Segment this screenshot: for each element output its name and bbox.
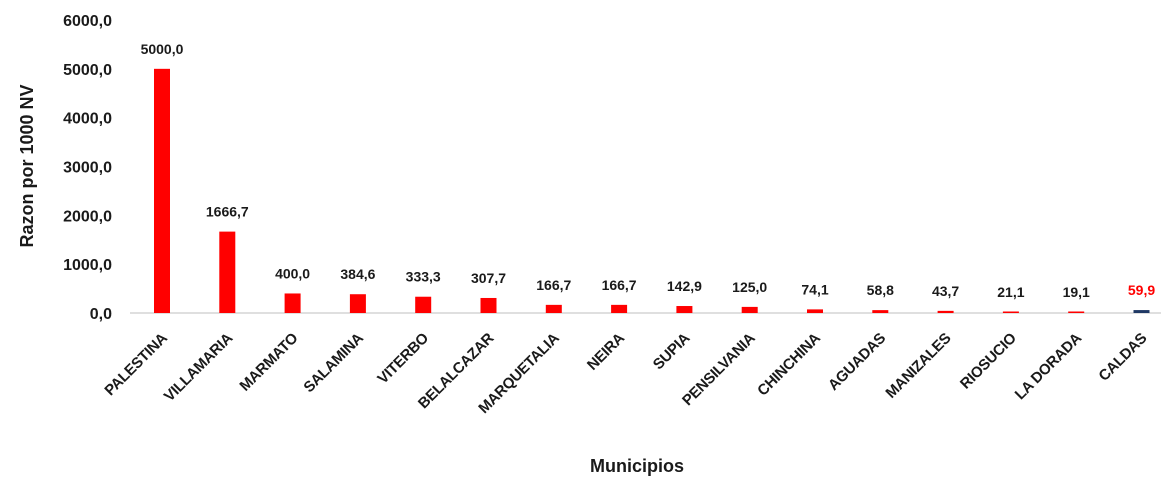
bar-supia (676, 306, 693, 313)
bar-neira (611, 304, 628, 313)
category-label: SALAMINA (300, 329, 367, 396)
data-label: 166,7 (536, 277, 571, 293)
bar-villamaria (219, 231, 236, 313)
category-label: MARMATO (236, 329, 301, 394)
data-label: 307,7 (471, 270, 506, 286)
data-label: 166,7 (602, 277, 637, 293)
bars (154, 68, 1150, 313)
bar-pensilvania (741, 306, 758, 313)
data-label: 1666,7 (206, 204, 249, 220)
y-tick-labels: 0,0 1000,0 2000,0 3000,0 4000,0 5000,0 6000,0 (63, 13, 112, 323)
bar-caldas (1133, 310, 1150, 313)
category-label: CHINCHINA (754, 329, 824, 399)
data-label: 333,3 (406, 269, 441, 285)
y-tick-label: 3000,0 (63, 160, 112, 177)
category-label: RIOSUCIO (957, 329, 1020, 392)
category-label: CALDAS (1095, 330, 1150, 385)
category-label: VILLAMARIA (161, 329, 237, 405)
data-label: 400,0 (275, 265, 310, 281)
data-label: 58,8 (867, 282, 894, 298)
data-label: 21,1 (997, 284, 1024, 300)
bar-la-dorada (1068, 311, 1085, 313)
data-label: 384,6 (340, 266, 375, 282)
y-tick-label: 0,0 (90, 306, 112, 323)
x-axis-title: Municipios (590, 456, 684, 476)
data-label: 142,9 (667, 278, 702, 294)
data-labels: 5000,0 1666,7 400,0 384,6 333,3 307,7 166,7 166… (141, 41, 1156, 300)
bar-aguadas (872, 310, 889, 313)
bar-chinchina (807, 309, 823, 313)
category-label: MANIZALES (882, 330, 954, 402)
y-tick-label: 1000,0 (63, 257, 112, 274)
bar-salamina (349, 294, 366, 313)
bar-belalcazar (480, 297, 497, 313)
data-label: 43,7 (932, 283, 959, 299)
bar-viterbo (415, 296, 432, 313)
bar-marmato (284, 293, 301, 313)
data-label: 59,9 (1128, 282, 1155, 298)
category-label: SUPIA (650, 329, 694, 373)
data-label: 125,0 (732, 279, 767, 295)
bar-riosucio (1002, 311, 1019, 313)
category-label: VITERBO (374, 329, 432, 387)
category-label: AGUADAS (825, 330, 889, 394)
category-label: NEIRA (584, 329, 628, 373)
category-label: PALESTINA (101, 329, 171, 399)
bar-marquetalia (545, 304, 562, 313)
category-label: LA DORADA (1012, 329, 1086, 403)
y-tick-label: 6000,0 (63, 13, 112, 30)
y-axis-title: Razon por 1000 NV (17, 84, 37, 247)
data-label: 19,1 (1063, 284, 1090, 300)
y-tick-label: 2000,0 (63, 208, 112, 225)
y-tick-label: 4000,0 (63, 111, 112, 128)
y-tick-label: 5000,0 (63, 62, 112, 79)
bar-palestina (154, 68, 170, 313)
bar-manizales (937, 310, 954, 313)
data-label: 74,1 (801, 281, 828, 297)
data-label: 5000,0 (141, 41, 184, 57)
